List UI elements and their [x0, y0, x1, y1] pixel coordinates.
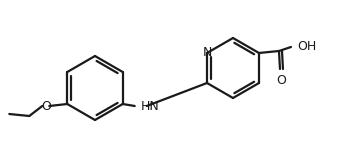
Text: O: O [276, 74, 286, 87]
Text: N: N [202, 46, 212, 60]
Text: HN: HN [141, 99, 160, 112]
Text: O: O [41, 99, 51, 112]
Text: OH: OH [297, 40, 316, 54]
